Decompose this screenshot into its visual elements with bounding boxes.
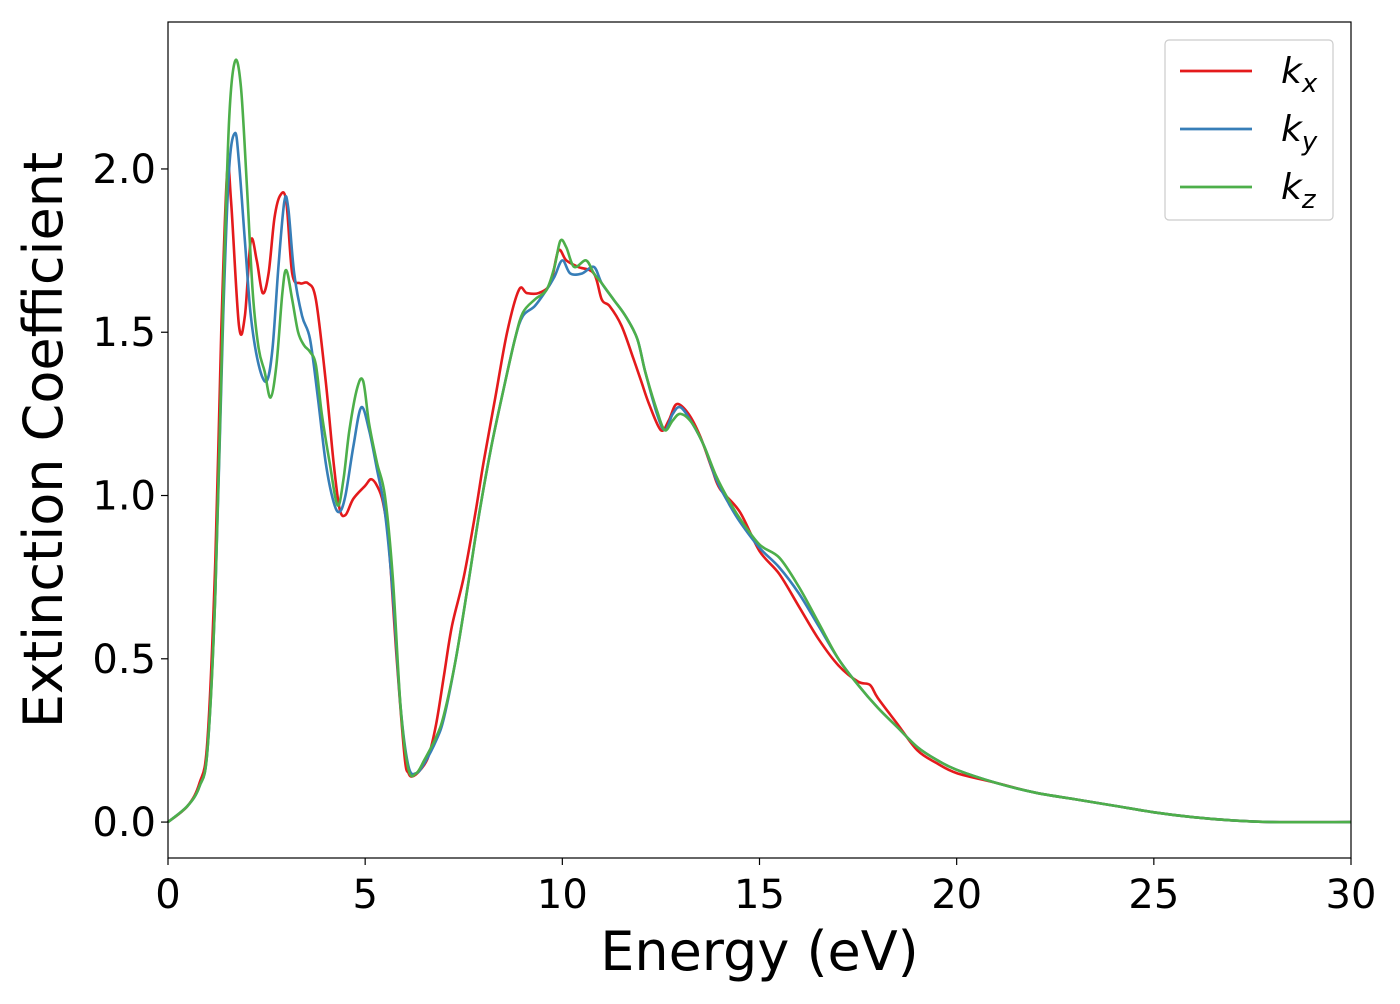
series-line-x xyxy=(167,162,1352,824)
legend-label-base: k xyxy=(1281,51,1304,92)
y-axis-ticks: 0.0 0.5 1.0 1.5 2.0 xyxy=(92,147,168,846)
x-tick-label: 10 xyxy=(537,872,588,918)
x-tick-label: 30 xyxy=(1326,872,1377,918)
series-layer xyxy=(167,58,1352,824)
x-tick-label: 15 xyxy=(734,872,785,918)
legend-label-subscript: z xyxy=(1301,185,1317,215)
x-tick-label: 20 xyxy=(931,872,982,918)
legend-label-base: k xyxy=(1281,167,1304,208)
x-axis-label: Energy (eV) xyxy=(600,920,919,983)
legend-label-subscript: x xyxy=(1301,69,1318,99)
legend-label-z: kz xyxy=(1281,167,1317,215)
y-tick-label: 0.0 xyxy=(92,800,156,846)
y-tick-label: 0.5 xyxy=(92,637,156,683)
legend-label-x: kx xyxy=(1281,51,1318,99)
x-tick-label: 0 xyxy=(155,872,180,918)
legend-label-y: ky xyxy=(1281,109,1318,157)
x-tick-label: 25 xyxy=(1128,872,1179,918)
plot-area xyxy=(168,22,1351,858)
series-line-z xyxy=(167,58,1352,824)
legend-label-base: k xyxy=(1281,109,1304,150)
y-tick-label: 2.0 xyxy=(92,147,156,193)
y-tick-label: 1.0 xyxy=(92,474,156,520)
y-tick-label: 1.5 xyxy=(92,310,156,356)
x-axis-ticks: 0 5 10 15 20 25 30 xyxy=(155,858,1376,918)
y-axis-label: Extinction Coefficient xyxy=(12,152,75,728)
legend-label-subscript: y xyxy=(1301,127,1318,157)
x-tick-label: 5 xyxy=(352,872,377,918)
